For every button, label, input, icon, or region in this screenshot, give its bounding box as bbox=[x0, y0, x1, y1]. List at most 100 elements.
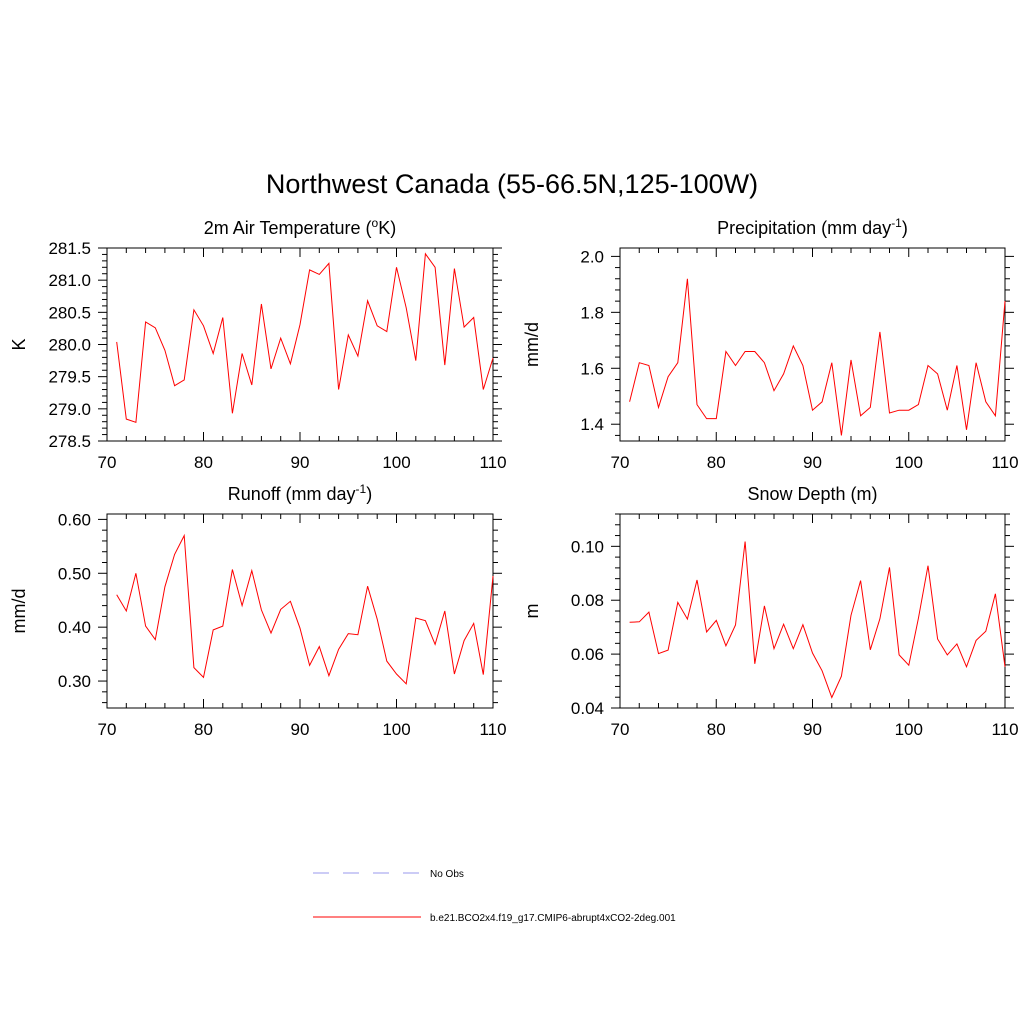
x-tick-label: 80 bbox=[707, 453, 726, 472]
data-point bbox=[831, 697, 832, 698]
data-point bbox=[242, 605, 243, 606]
data-point bbox=[822, 401, 823, 402]
data-point bbox=[985, 631, 986, 632]
data-point bbox=[976, 640, 977, 641]
data-point bbox=[889, 567, 890, 568]
data-point bbox=[174, 554, 175, 555]
data-point bbox=[841, 676, 842, 677]
data-point bbox=[386, 661, 387, 662]
x-tick-label: 110 bbox=[479, 720, 506, 739]
y-tick-label: 281.0 bbox=[48, 271, 91, 290]
y-tick-label: 0.60 bbox=[58, 510, 91, 529]
data-point bbox=[687, 618, 688, 619]
data-point bbox=[947, 654, 948, 655]
x-tick-label: 80 bbox=[194, 720, 213, 739]
data-point bbox=[783, 624, 784, 625]
series-line bbox=[116, 533, 494, 685]
data-point bbox=[386, 331, 387, 332]
data-point bbox=[764, 605, 765, 606]
data-point bbox=[338, 649, 339, 650]
data-point bbox=[367, 300, 368, 301]
data-point bbox=[425, 253, 426, 254]
data-point bbox=[716, 620, 717, 621]
data-point bbox=[261, 303, 262, 304]
data-point bbox=[280, 609, 281, 610]
data-point bbox=[725, 645, 726, 646]
data-point bbox=[415, 360, 416, 361]
data-point bbox=[1004, 666, 1005, 667]
data-point bbox=[126, 610, 127, 611]
x-tick-label: 90 bbox=[291, 720, 310, 739]
data-point bbox=[773, 390, 774, 391]
data-point bbox=[629, 401, 630, 402]
data-point bbox=[870, 407, 871, 408]
data-point bbox=[444, 610, 445, 611]
data-point bbox=[783, 373, 784, 374]
x-tick-label: 90 bbox=[803, 720, 822, 739]
data-point bbox=[126, 419, 127, 420]
data-point bbox=[145, 625, 146, 626]
legend-label: No Obs bbox=[430, 869, 464, 880]
series-line bbox=[629, 541, 1006, 699]
data-point bbox=[822, 670, 823, 671]
data-point bbox=[735, 624, 736, 625]
y-axis-label: mm/d bbox=[9, 589, 29, 634]
data-point bbox=[966, 666, 967, 667]
data-point bbox=[696, 404, 697, 405]
data-point bbox=[213, 629, 214, 630]
panel-title: 2m Air Temperature (oK) bbox=[204, 216, 396, 238]
data-point bbox=[328, 675, 329, 676]
data-point bbox=[918, 618, 919, 619]
y-tick-label: 0.10 bbox=[571, 537, 604, 556]
y-tick-label: 281.5 bbox=[48, 239, 91, 258]
data-point bbox=[473, 623, 474, 624]
legend-label: b.e21.BCO2x4.f19_g17.CMIP6-abrupt4xCO2-2… bbox=[430, 913, 676, 924]
y-tick-label: 0.30 bbox=[58, 672, 91, 691]
panel-3: Runoff (mm day-1) mm/d 70 80 90 100 110 0.30 0.4… bbox=[9, 482, 507, 739]
data-point bbox=[319, 274, 320, 275]
data-point bbox=[976, 362, 977, 363]
y-tick-label: 1.4 bbox=[580, 415, 604, 434]
y-tick-label: 0.40 bbox=[58, 618, 91, 637]
x-tick-label: 100 bbox=[895, 720, 923, 739]
y-axis-label: mm/d bbox=[522, 322, 542, 367]
data-point bbox=[937, 373, 938, 374]
data-point bbox=[831, 362, 832, 363]
x-tick-label: 100 bbox=[382, 453, 410, 472]
y-tick-label: 0.50 bbox=[58, 564, 91, 583]
panel-title: Runoff (mm day-1) bbox=[228, 482, 372, 504]
legend: No Obs b.e21.BCO2x4.f19_g17.CMIP6-abrupt4… bbox=[313, 869, 676, 924]
data-point bbox=[193, 667, 194, 668]
data-point bbox=[793, 345, 794, 346]
data-point bbox=[860, 580, 861, 581]
data-point bbox=[155, 327, 156, 328]
data-point bbox=[716, 418, 717, 419]
panels: 2m Air Temperature (oK) K 70 80 90 100 110 278.… bbox=[9, 216, 1019, 739]
data-point bbox=[174, 385, 175, 386]
data-point bbox=[995, 593, 996, 594]
data-point bbox=[773, 648, 774, 649]
data-point bbox=[473, 317, 474, 318]
data-point bbox=[985, 401, 986, 402]
data-point bbox=[658, 653, 659, 654]
data-point bbox=[908, 665, 909, 666]
plot-frame bbox=[619, 513, 1006, 709]
data-point bbox=[290, 601, 291, 602]
data-point bbox=[338, 389, 339, 390]
page-title: Northwest Canada (55-66.5N,125-100W) bbox=[266, 169, 758, 199]
data-point bbox=[956, 643, 957, 644]
data-point bbox=[357, 355, 358, 356]
data-point bbox=[135, 573, 136, 574]
x-tick-label: 110 bbox=[991, 453, 1018, 472]
data-point bbox=[745, 541, 746, 542]
data-point bbox=[745, 351, 746, 352]
data-point bbox=[995, 415, 996, 416]
data-point bbox=[232, 413, 233, 414]
data-point bbox=[444, 364, 445, 365]
y-tick-label: 1.8 bbox=[580, 303, 604, 322]
x-tick-label: 80 bbox=[707, 720, 726, 739]
x-tick-label: 100 bbox=[382, 720, 410, 739]
data-point bbox=[1004, 301, 1005, 302]
data-point bbox=[899, 410, 900, 411]
